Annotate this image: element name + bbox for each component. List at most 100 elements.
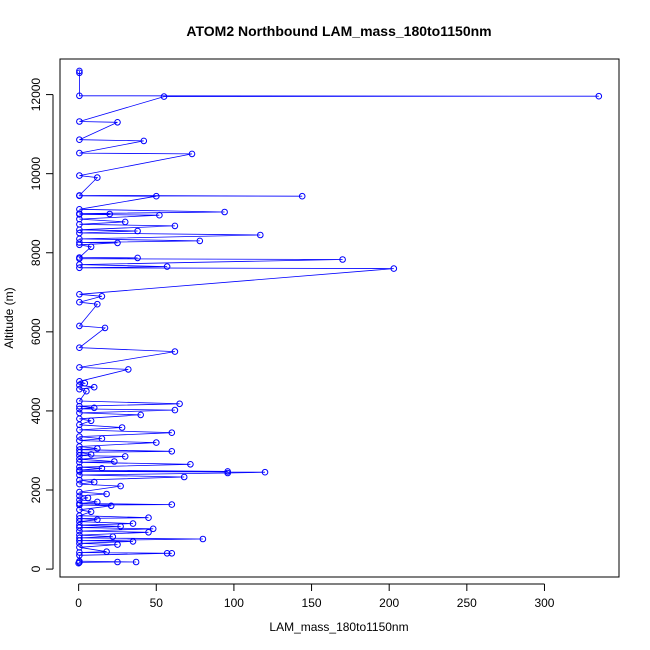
data-point [76,506,83,514]
data-point [98,293,106,300]
data-point [84,494,92,502]
data-point [199,535,207,543]
y-tick-label: 4000 [29,397,43,424]
data-point [76,69,83,77]
data-point [76,459,83,466]
data-point [76,397,83,405]
data-point [156,211,163,219]
chart-title: ATOM2 Northbound LAM_mass_180to1150nm [186,23,491,39]
data-point [261,468,269,476]
data-point [101,324,109,332]
data-point [98,465,106,472]
data-point [76,455,83,463]
data-point [83,387,90,395]
data-point [76,500,83,507]
data-point [94,300,101,308]
data-point [163,550,171,557]
data-point [90,478,98,486]
data-point [76,446,83,454]
y-axis-label: Altitude (m) [2,287,16,348]
data-point [76,206,83,213]
data-point [103,548,110,556]
plot-area [75,67,603,567]
data-point [76,172,83,179]
data-point [121,453,129,460]
data-point [187,461,194,468]
data-point [145,529,152,536]
data-point [76,254,83,261]
data-point [87,243,95,251]
data-point [171,406,179,414]
data-point [87,508,95,516]
data-point [121,218,129,226]
data-point [76,409,83,417]
data-point [106,210,113,218]
data-point [76,405,83,413]
data-point [76,229,83,237]
data-point [76,67,83,75]
data-point [76,378,83,385]
data-point [76,534,83,542]
data-point [153,439,160,446]
data-point [224,468,231,475]
data-point [76,515,83,522]
data-point [114,558,121,566]
y-tick-label: 6000 [29,318,43,345]
data-point [76,488,83,496]
plot-frame [59,58,620,578]
data-point [76,480,83,488]
data-point [94,174,101,181]
data-point [76,463,83,471]
data-point [76,521,83,529]
data-point [129,520,137,527]
data-point [94,445,101,452]
data-point [76,544,83,551]
series-line [77,70,599,564]
data-point [118,424,126,431]
y-tick-label: 12000 [29,78,43,112]
data-point [132,558,140,566]
x-axis-label: LAM_mass_180to1150nm [269,620,408,634]
data-point [196,237,204,245]
data-point [76,149,83,157]
data-point [168,550,176,557]
data-point [109,533,117,541]
data-point [114,239,121,247]
x-tick-label: 250 [457,596,477,610]
data-point [160,93,168,100]
data-point [76,492,83,500]
x-tick-label: 300 [534,596,554,610]
data-point [98,435,106,442]
y-axis: 0 2000 4000 6000 8000 10000 12000 [29,78,54,572]
data-point [76,264,83,272]
data-point [171,222,179,230]
data-point [125,366,132,373]
data-point [76,433,83,440]
data-point [114,119,121,126]
data-point [90,404,98,412]
x-tick-label: 150 [302,596,322,610]
data-point [134,227,141,235]
data-point [163,263,171,270]
data-point [94,516,101,524]
data-point [221,208,228,216]
x-tick-label: 50 [150,596,164,610]
data-point [188,150,196,158]
data-point [595,92,603,100]
data-point [76,118,83,125]
data-point [76,92,83,100]
data-point [103,490,110,498]
data-point [76,344,83,352]
x-axis: 0 50 100 150 200 250 300 [75,583,555,610]
data-point [171,348,179,355]
data-point [76,466,83,474]
y-tick-label: 10000 [29,157,43,191]
data-point [76,322,83,330]
data-point [180,473,188,481]
data-point [76,364,83,371]
data-point [117,523,124,530]
data-point [168,501,176,508]
data-point [134,254,141,262]
data-point [76,531,83,539]
